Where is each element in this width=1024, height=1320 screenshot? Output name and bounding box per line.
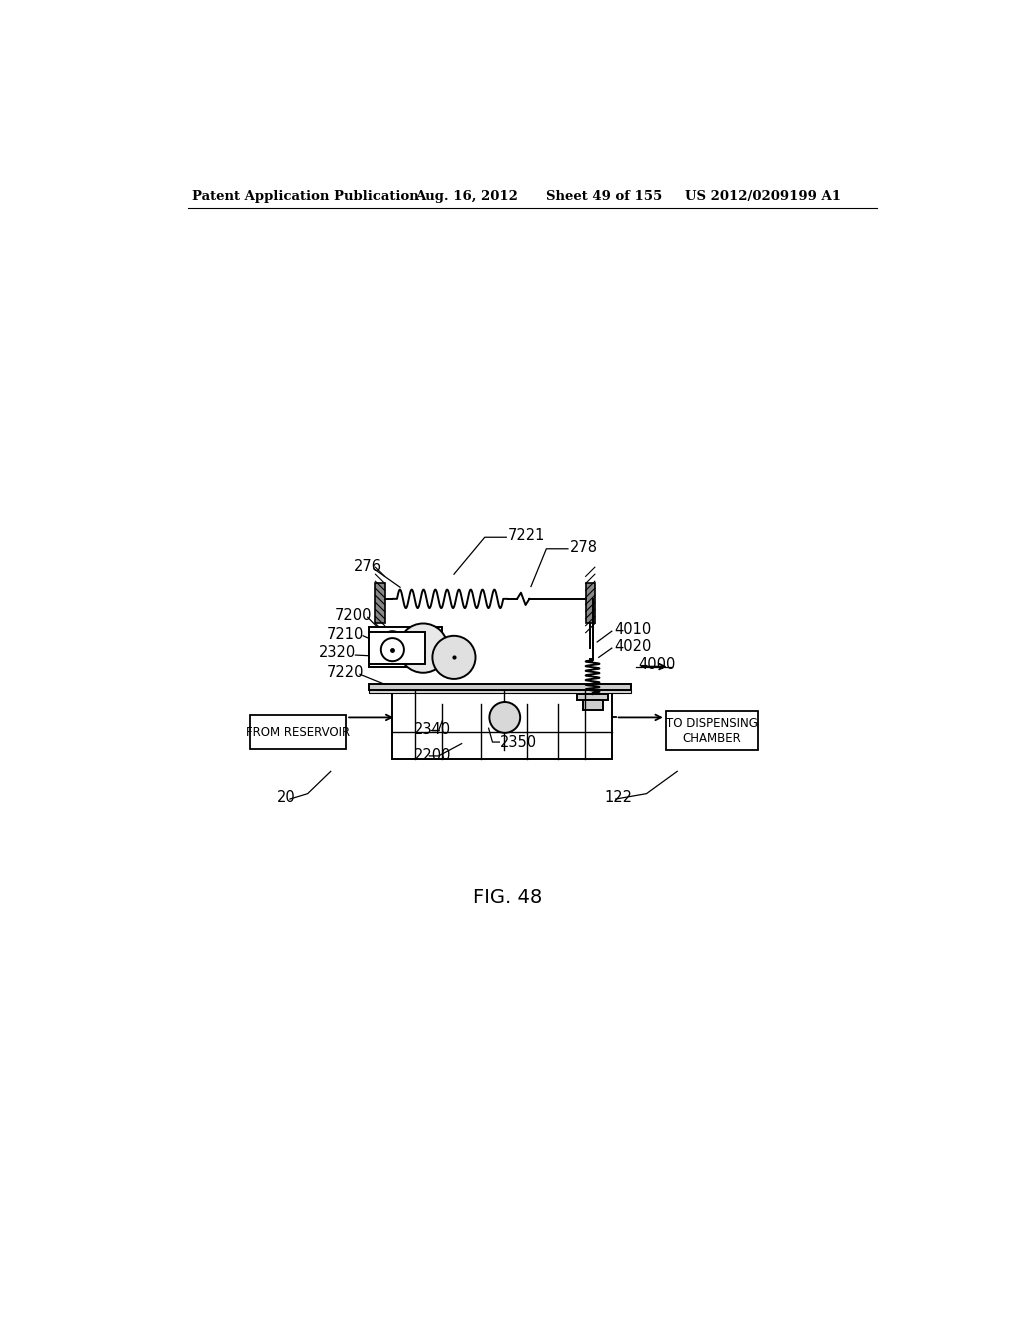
Circle shape: [382, 631, 403, 653]
Bar: [586, 583, 595, 623]
Text: 7200: 7200: [335, 609, 372, 623]
Circle shape: [381, 638, 403, 661]
Text: 278: 278: [569, 540, 597, 554]
Text: 4000: 4000: [639, 657, 676, 672]
Bar: [583, 701, 602, 710]
Circle shape: [489, 702, 520, 733]
Text: TO DISPENSING
CHAMBER: TO DISPENSING CHAMBER: [666, 717, 758, 744]
Text: 20: 20: [276, 789, 296, 805]
Text: 2350: 2350: [500, 734, 538, 750]
Circle shape: [398, 623, 447, 673]
Bar: [578, 694, 608, 701]
Text: 4020: 4020: [614, 639, 651, 655]
Text: 276: 276: [354, 558, 382, 574]
Bar: [392, 689, 611, 759]
Text: FIG. 48: FIG. 48: [473, 888, 543, 907]
Text: FROM RESERVOIR: FROM RESERVOIR: [246, 726, 350, 739]
Text: 7221: 7221: [508, 528, 545, 544]
Circle shape: [432, 636, 475, 678]
Text: 122: 122: [604, 789, 632, 805]
Text: 2320: 2320: [319, 645, 356, 660]
Bar: [370, 632, 425, 664]
Text: 2340: 2340: [414, 722, 451, 738]
Bar: [370, 689, 631, 693]
Bar: [250, 715, 346, 748]
Text: Sheet 49 of 155: Sheet 49 of 155: [547, 190, 663, 203]
Bar: [370, 684, 631, 689]
Bar: [370, 627, 442, 667]
Text: 7210: 7210: [327, 627, 365, 642]
Text: 7220: 7220: [327, 665, 365, 680]
Bar: [666, 711, 758, 750]
Text: 4010: 4010: [614, 622, 651, 638]
Text: Patent Application Publication: Patent Application Publication: [193, 190, 419, 203]
Text: 2200: 2200: [414, 747, 452, 763]
Text: Aug. 16, 2012: Aug. 16, 2012: [416, 190, 518, 203]
Text: US 2012/0209199 A1: US 2012/0209199 A1: [685, 190, 841, 203]
Bar: [376, 583, 385, 623]
